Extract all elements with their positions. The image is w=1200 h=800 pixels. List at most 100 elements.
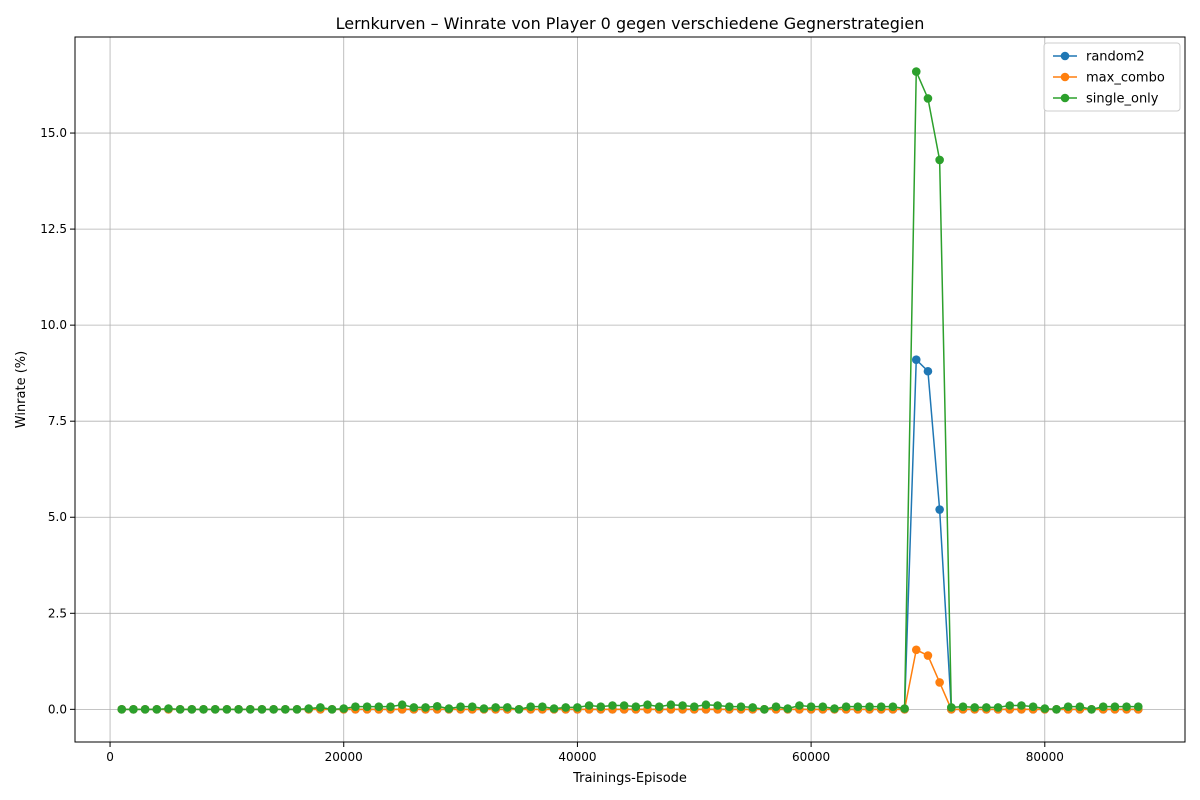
data-point-single_only [619,701,629,710]
data-point-single_only [958,702,968,711]
data-point-single_only [421,703,430,712]
data-point-single_only [678,701,687,710]
data-point-single_only [281,705,290,714]
chart-title: Lernkurven – Winrate von Player 0 gegen … [336,14,925,33]
x-axis-label: Trainings-Episode [572,771,687,786]
legend-label: single_only [1086,92,1159,107]
data-point-single_only [783,704,793,713]
data-point-single_only [911,67,921,76]
data-point-single_only [362,702,372,711]
data-point-single_only [865,702,874,711]
data-point-single_only [771,702,781,711]
data-point-single_only [234,705,243,714]
data-point-single_only [409,703,419,712]
data-point-single_only [140,705,150,714]
data-point-single_only [947,703,956,712]
series-line-single_only [121,71,1139,711]
data-point-single_only [245,705,255,714]
series-layer [117,67,1143,714]
data-point-max_combo [911,645,921,655]
data-point-single_only [526,702,535,711]
x-tick-label: 60000 [792,750,830,764]
data-point-single_only [1005,701,1015,710]
data-point-single_only [374,702,384,711]
data-point-single_only [795,701,804,710]
y-tick-label: 10.0 [40,318,67,332]
data-point-single_only [725,702,734,711]
data-point-single_only [561,703,571,712]
data-point-single_only [573,703,582,712]
data-point-random2 [923,366,933,376]
data-point-single_only [760,705,769,714]
data-point-single_only [631,702,641,711]
data-point-single_only [1110,702,1120,711]
data-point-single_only [549,704,559,713]
data-point-single_only [304,704,313,713]
data-point-single_only [456,702,465,711]
data-point-single_only [876,702,886,711]
data-point-single_only [1063,702,1073,711]
data-point-single_only [257,705,267,714]
data-point-single_only [923,94,933,103]
data-point-single_only [199,705,208,714]
legend: random2 max_combo single_only [1043,42,1181,112]
y-tick-label: 0.0 [48,702,67,716]
data-point-single_only [444,704,454,713]
legend-marker [1060,72,1070,82]
plot-frame [74,36,1186,743]
data-point-single_only [117,705,127,714]
data-point-single_only [292,705,302,714]
data-point-single_only [596,702,606,711]
data-point-single_only [643,700,652,710]
data-point-single_only [982,703,991,712]
data-point-single_only [1017,701,1026,710]
data-point-max_combo [923,651,933,660]
data-point-single_only [1098,702,1108,711]
series-single_only [117,67,1143,714]
data-point-single_only [152,705,162,714]
data-point-single_only [327,705,337,714]
x-tick-label: 40000 [558,750,596,764]
data-point-single_only [608,701,617,710]
x-tick-label: 80000 [1026,750,1064,764]
data-point-single_only [701,700,711,710]
data-point-single_only [479,704,489,713]
data-point-single_only [1052,705,1061,714]
data-point-single_only [538,702,547,711]
data-point-random2 [911,355,921,365]
data-point-random2 [935,505,944,514]
data-point-single_only [187,705,197,714]
data-point-single_only [269,705,278,714]
data-point-single_only [970,703,979,712]
data-point-single_only [1040,704,1050,713]
data-point-single_only [841,702,851,711]
data-point-single_only [175,705,185,714]
data-point-single_only [900,704,909,713]
data-point-single_only [432,701,442,711]
legend-item-single_only: single_only [1053,92,1159,107]
data-point-single_only [748,703,757,712]
data-point-single_only [339,704,349,713]
data-point-single_only [1133,702,1143,711]
x-tick-label: 0 [106,750,114,764]
data-point-single_only [888,702,898,711]
y-tick-label: 7.5 [48,414,67,428]
legend-item-max_combo: max_combo [1053,71,1165,86]
data-point-single_only [164,704,173,713]
data-point-single_only [1075,702,1085,711]
data-point-single_only [514,705,524,714]
y-tick-label: 2.5 [48,606,67,620]
data-point-single_only [386,702,395,711]
data-point-single_only [736,702,746,711]
data-point-single_only [1087,705,1096,714]
data-point-single_only [654,702,664,711]
ticks: 0 20000 40000 60000 80000 0.0 2.5 5.0 7.5 10.0 12.… [40,126,1064,764]
legend-box [1043,42,1181,112]
data-point-single_only [935,155,944,165]
legend-label: random2 [1086,50,1145,65]
data-point-single_only [853,702,863,711]
data-point-single_only [689,702,699,711]
data-point-single_only [210,705,220,714]
